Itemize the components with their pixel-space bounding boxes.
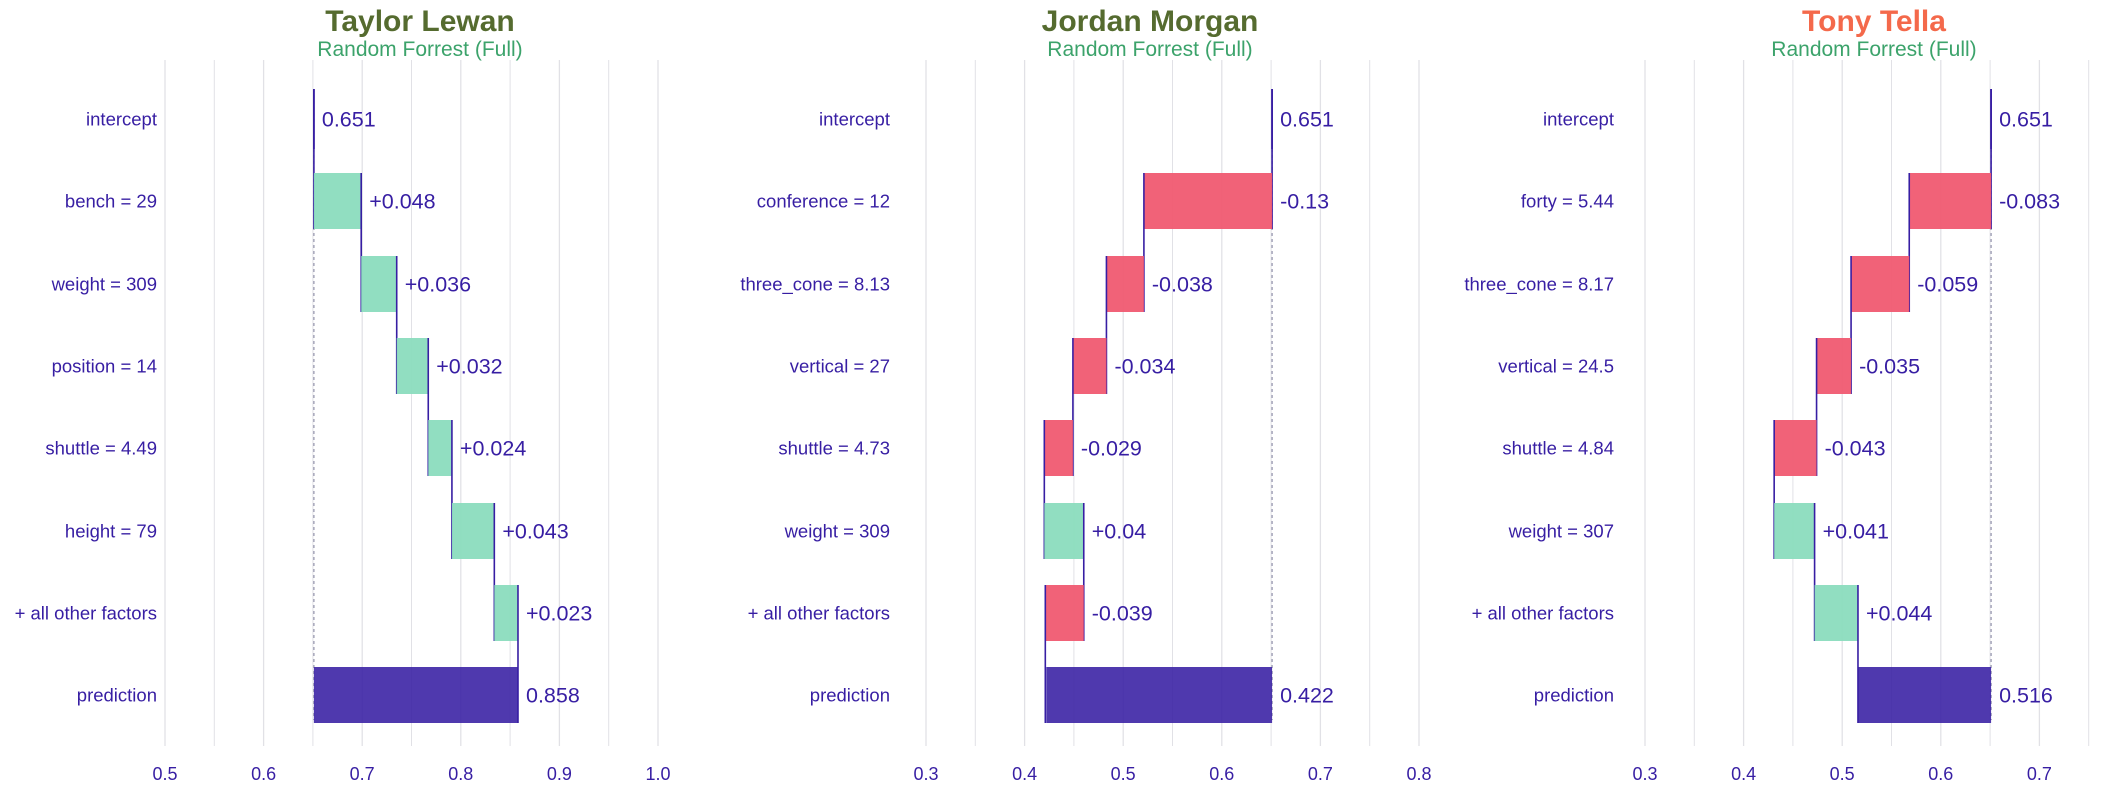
row-label: vertical = 27	[790, 356, 890, 377]
row-label: weight = 307	[1508, 521, 1614, 542]
x-tick-label: 0.6	[251, 764, 276, 783]
contribution-bar	[1774, 420, 1817, 476]
chart-panel-1: 0.5 0.6 0.7 0.8 0.9 1.0 intercept 0.651 bench = …	[15, 5, 671, 784]
value-label: -0.059	[1917, 273, 1978, 297]
value-label: +0.036	[405, 273, 471, 297]
chart-subtitle: Random Forrest (Full)	[317, 38, 522, 61]
x-tick-label: 0.5	[1111, 764, 1136, 783]
x-tick-label: 0.7	[2027, 764, 2052, 783]
row-label: + all other factors	[748, 603, 890, 624]
chart-title: Jordan Morgan	[1042, 5, 1259, 38]
contribution-bar	[1045, 585, 1084, 641]
contribution-bar	[396, 338, 429, 394]
contribution-bar	[1851, 256, 1910, 312]
value-label: +0.043	[502, 520, 568, 544]
value-label: -0.083	[1999, 190, 2060, 214]
value-label: +0.032	[436, 355, 502, 379]
contribution-bar	[1774, 503, 1815, 559]
value-label: 0.651	[1999, 108, 2053, 132]
x-tick-label: 0.7	[1308, 764, 1333, 783]
x-tick-label: 0.5	[152, 764, 177, 783]
row-label: weight = 309	[784, 521, 890, 542]
x-tick-label: 0.3	[913, 764, 938, 783]
x-tick-label: 0.6	[1928, 764, 1953, 783]
prediction-bar	[1857, 667, 1992, 723]
value-label: -0.029	[1081, 437, 1142, 461]
contribution-bar	[361, 256, 397, 312]
row-label: weight = 309	[51, 274, 157, 295]
x-tick-label: 0.3	[1632, 764, 1657, 783]
row-label: + all other factors	[15, 603, 157, 624]
value-label: -0.035	[1859, 355, 1920, 379]
prediction-bar	[313, 667, 518, 723]
x-tick-label: 1.0	[645, 764, 670, 783]
value-label: -0.034	[1114, 355, 1175, 379]
row-label: prediction	[1534, 685, 1614, 706]
chart-subtitle: Random Forrest (Full)	[1047, 38, 1252, 61]
contribution-bar	[1814, 585, 1858, 641]
chart-panel-2: 0.3 0.4 0.5 0.6 0.7 0.8 intercept 0.651 conferen…	[740, 5, 1431, 784]
row-label: vertical = 24.5	[1498, 356, 1614, 377]
contribution-bar	[1106, 256, 1144, 312]
row-label: three_cone = 8.17	[1464, 274, 1614, 296]
x-tick-label: 0.8	[1406, 764, 1431, 783]
x-tick-label: 0.9	[547, 764, 572, 783]
x-tick-label: 0.7	[350, 764, 375, 783]
value-label: +0.041	[1823, 520, 1889, 544]
x-tick-label: 0.6	[1209, 764, 1234, 783]
row-label: three_cone = 8.13	[740, 274, 890, 296]
row-label: conference = 12	[757, 191, 890, 212]
value-label: -0.043	[1825, 437, 1886, 461]
row-label: bench = 29	[65, 191, 157, 212]
contribution-bar	[1072, 338, 1107, 394]
row-label: shuttle = 4.73	[778, 438, 890, 459]
row-label: intercept	[819, 109, 890, 130]
chart-title: Taylor Lewan	[325, 5, 515, 38]
value-label: +0.024	[460, 437, 526, 461]
row-label: forty = 5.44	[1521, 191, 1614, 212]
chart-title: Tony Tella	[1802, 5, 1946, 38]
row-label: shuttle = 4.84	[1502, 438, 1614, 459]
value-label: -0.038	[1152, 273, 1213, 297]
chart-subtitle: Random Forrest (Full)	[1771, 38, 1976, 61]
contribution-bar	[1044, 420, 1073, 476]
row-label: height = 79	[65, 521, 157, 542]
value-label: +0.04	[1092, 520, 1146, 544]
value-label: -0.13	[1280, 190, 1329, 214]
row-label: prediction	[77, 685, 157, 706]
contribution-bar	[313, 173, 362, 229]
row-label: intercept	[86, 109, 157, 130]
contribution-bar	[428, 420, 452, 476]
row-label: prediction	[810, 685, 890, 706]
value-label: 0.651	[322, 108, 376, 132]
value-label: 0.651	[1280, 108, 1334, 132]
contribution-bar	[1909, 173, 1992, 229]
value-label: 0.858	[526, 684, 580, 708]
value-label: +0.044	[1866, 602, 1932, 626]
x-tick-label: 0.8	[448, 764, 473, 783]
prediction-bar	[1046, 667, 1273, 723]
value-label: 0.422	[1280, 684, 1334, 708]
value-label: +0.023	[526, 602, 592, 626]
x-tick-label: 0.5	[1830, 764, 1855, 783]
contribution-bar	[1143, 173, 1273, 229]
row-label: position = 14	[52, 356, 157, 377]
row-label: + all other factors	[1472, 603, 1614, 624]
x-tick-label: 0.4	[1012, 764, 1037, 783]
contribution-bar	[494, 585, 518, 641]
x-tick-label: 0.4	[1731, 764, 1756, 783]
value-label: 0.516	[1999, 684, 2053, 708]
value-label: -0.039	[1092, 602, 1153, 626]
contribution-bar	[1044, 503, 1084, 559]
value-label: +0.048	[369, 190, 435, 214]
contribution-bar	[451, 503, 495, 559]
row-label: shuttle = 4.49	[45, 438, 157, 459]
row-label: intercept	[1543, 109, 1614, 130]
contribution-bar	[1816, 338, 1852, 394]
